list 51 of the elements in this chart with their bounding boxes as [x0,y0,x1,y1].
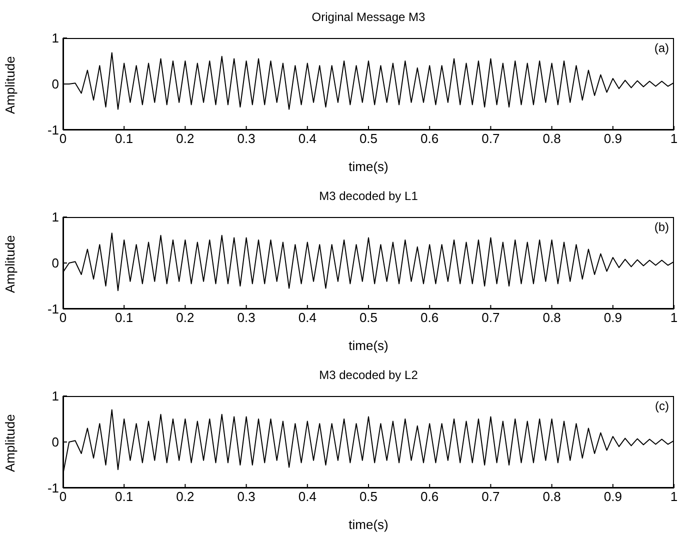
y-tick-label: -1 [47,122,59,138]
chart-title: M3 decoded by L1 [318,189,419,203]
x-tick-label: 0.2 [176,131,194,146]
x-tick-label: 0.8 [542,489,561,504]
x-tick-label: 0.4 [298,131,316,146]
x-tick-label: 0.9 [604,310,622,326]
x-tick-label: 0.6 [420,131,439,146]
y-tick-label: 1 [52,210,59,225]
annotation: (a) [654,41,669,55]
x-tick-label: 0.7 [482,310,500,326]
y-tick-label: -1 [47,480,59,496]
x-tick-label: 0.3 [237,310,256,326]
x-tick-label: 0.5 [359,310,378,326]
x-tick-label: 1 [670,310,678,326]
chart-title: M3 decoded by L2 [318,368,419,382]
x-tick-label: 0.6 [420,310,439,326]
x-axis-title: time(s) [348,517,388,532]
x-tick-label: 0.4 [298,310,316,326]
y-axis-title: Amplitude [2,56,18,114]
x-tick-label: 0.9 [604,489,622,504]
y-axis-title: Amplitude [2,414,18,472]
x-axis-title: time(s) [348,159,388,174]
x-tick-label: 0.1 [115,310,134,326]
x-tick-label: 0.6 [420,489,439,504]
y-tick-label: 0 [52,256,59,271]
y-tick-label: 0 [52,76,59,92]
x-tick-label: 0.2 [176,310,194,326]
y-tick-label: 1 [52,30,59,46]
x-tick-label: 0.8 [542,310,561,326]
x-tick-label: 0.5 [359,489,378,504]
chart-title: Original Message M3 [310,10,426,24]
y-axis-title: Amplitude [2,235,18,293]
x-tick-label: 0.7 [482,489,500,504]
x-tick-label: 0.7 [482,131,500,146]
x-tick-label: 0.4 [298,489,316,504]
annotation: (b) [654,220,669,234]
x-tick-label: 0.8 [542,131,561,146]
x-tick-label: 0.2 [176,489,194,504]
x-tick-label: 0.1 [115,489,134,504]
x-tick-label: 0.3 [237,131,256,146]
annotation: (c) [655,399,669,413]
x-tick-label: 1 [670,489,678,504]
x-axis-title: time(s) [348,338,388,353]
x-tick-label: 0.9 [604,131,622,146]
y-tick-label: 1 [52,388,59,404]
x-tick-label: 0.1 [115,131,134,146]
y-tick-label: 0 [52,434,59,450]
y-tick-label: -1 [47,302,59,317]
x-tick-label: 0.5 [359,131,378,146]
x-tick-label: 1 [670,131,678,146]
x-tick-label: 0.3 [237,489,256,504]
